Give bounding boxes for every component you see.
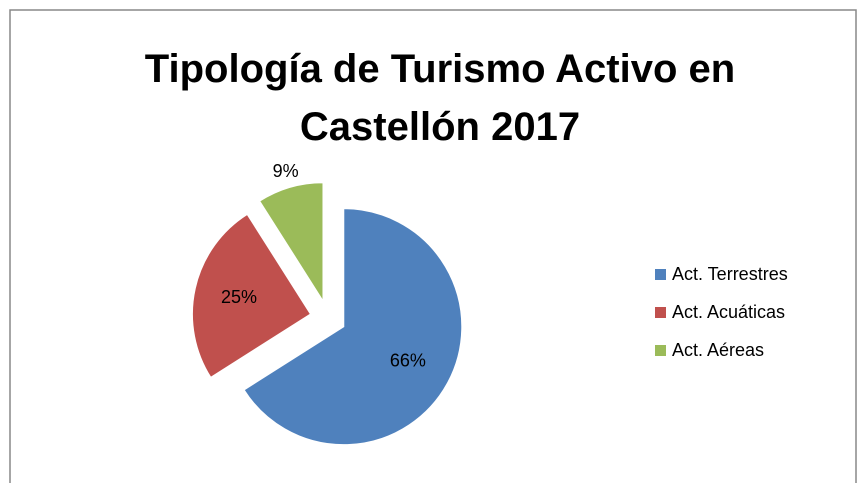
- pie-slice: [243, 208, 463, 446]
- legend-swatch: [655, 345, 666, 356]
- data-label: 25%: [221, 287, 257, 307]
- legend-swatch: [655, 269, 666, 280]
- pie-slice: [191, 213, 312, 378]
- legend-label: Act. Terrestres: [672, 264, 788, 284]
- legend-swatch: [655, 307, 666, 318]
- data-label: 66%: [390, 351, 426, 371]
- legend-label: Act. Acuáticas: [672, 302, 785, 322]
- chart-title: Tipología de Turismo Activo en Castellón…: [144, 47, 736, 149]
- legend-label: Act. Aéreas: [672, 340, 764, 360]
- data-label: 9%: [273, 161, 299, 181]
- pie-slice: [259, 182, 324, 303]
